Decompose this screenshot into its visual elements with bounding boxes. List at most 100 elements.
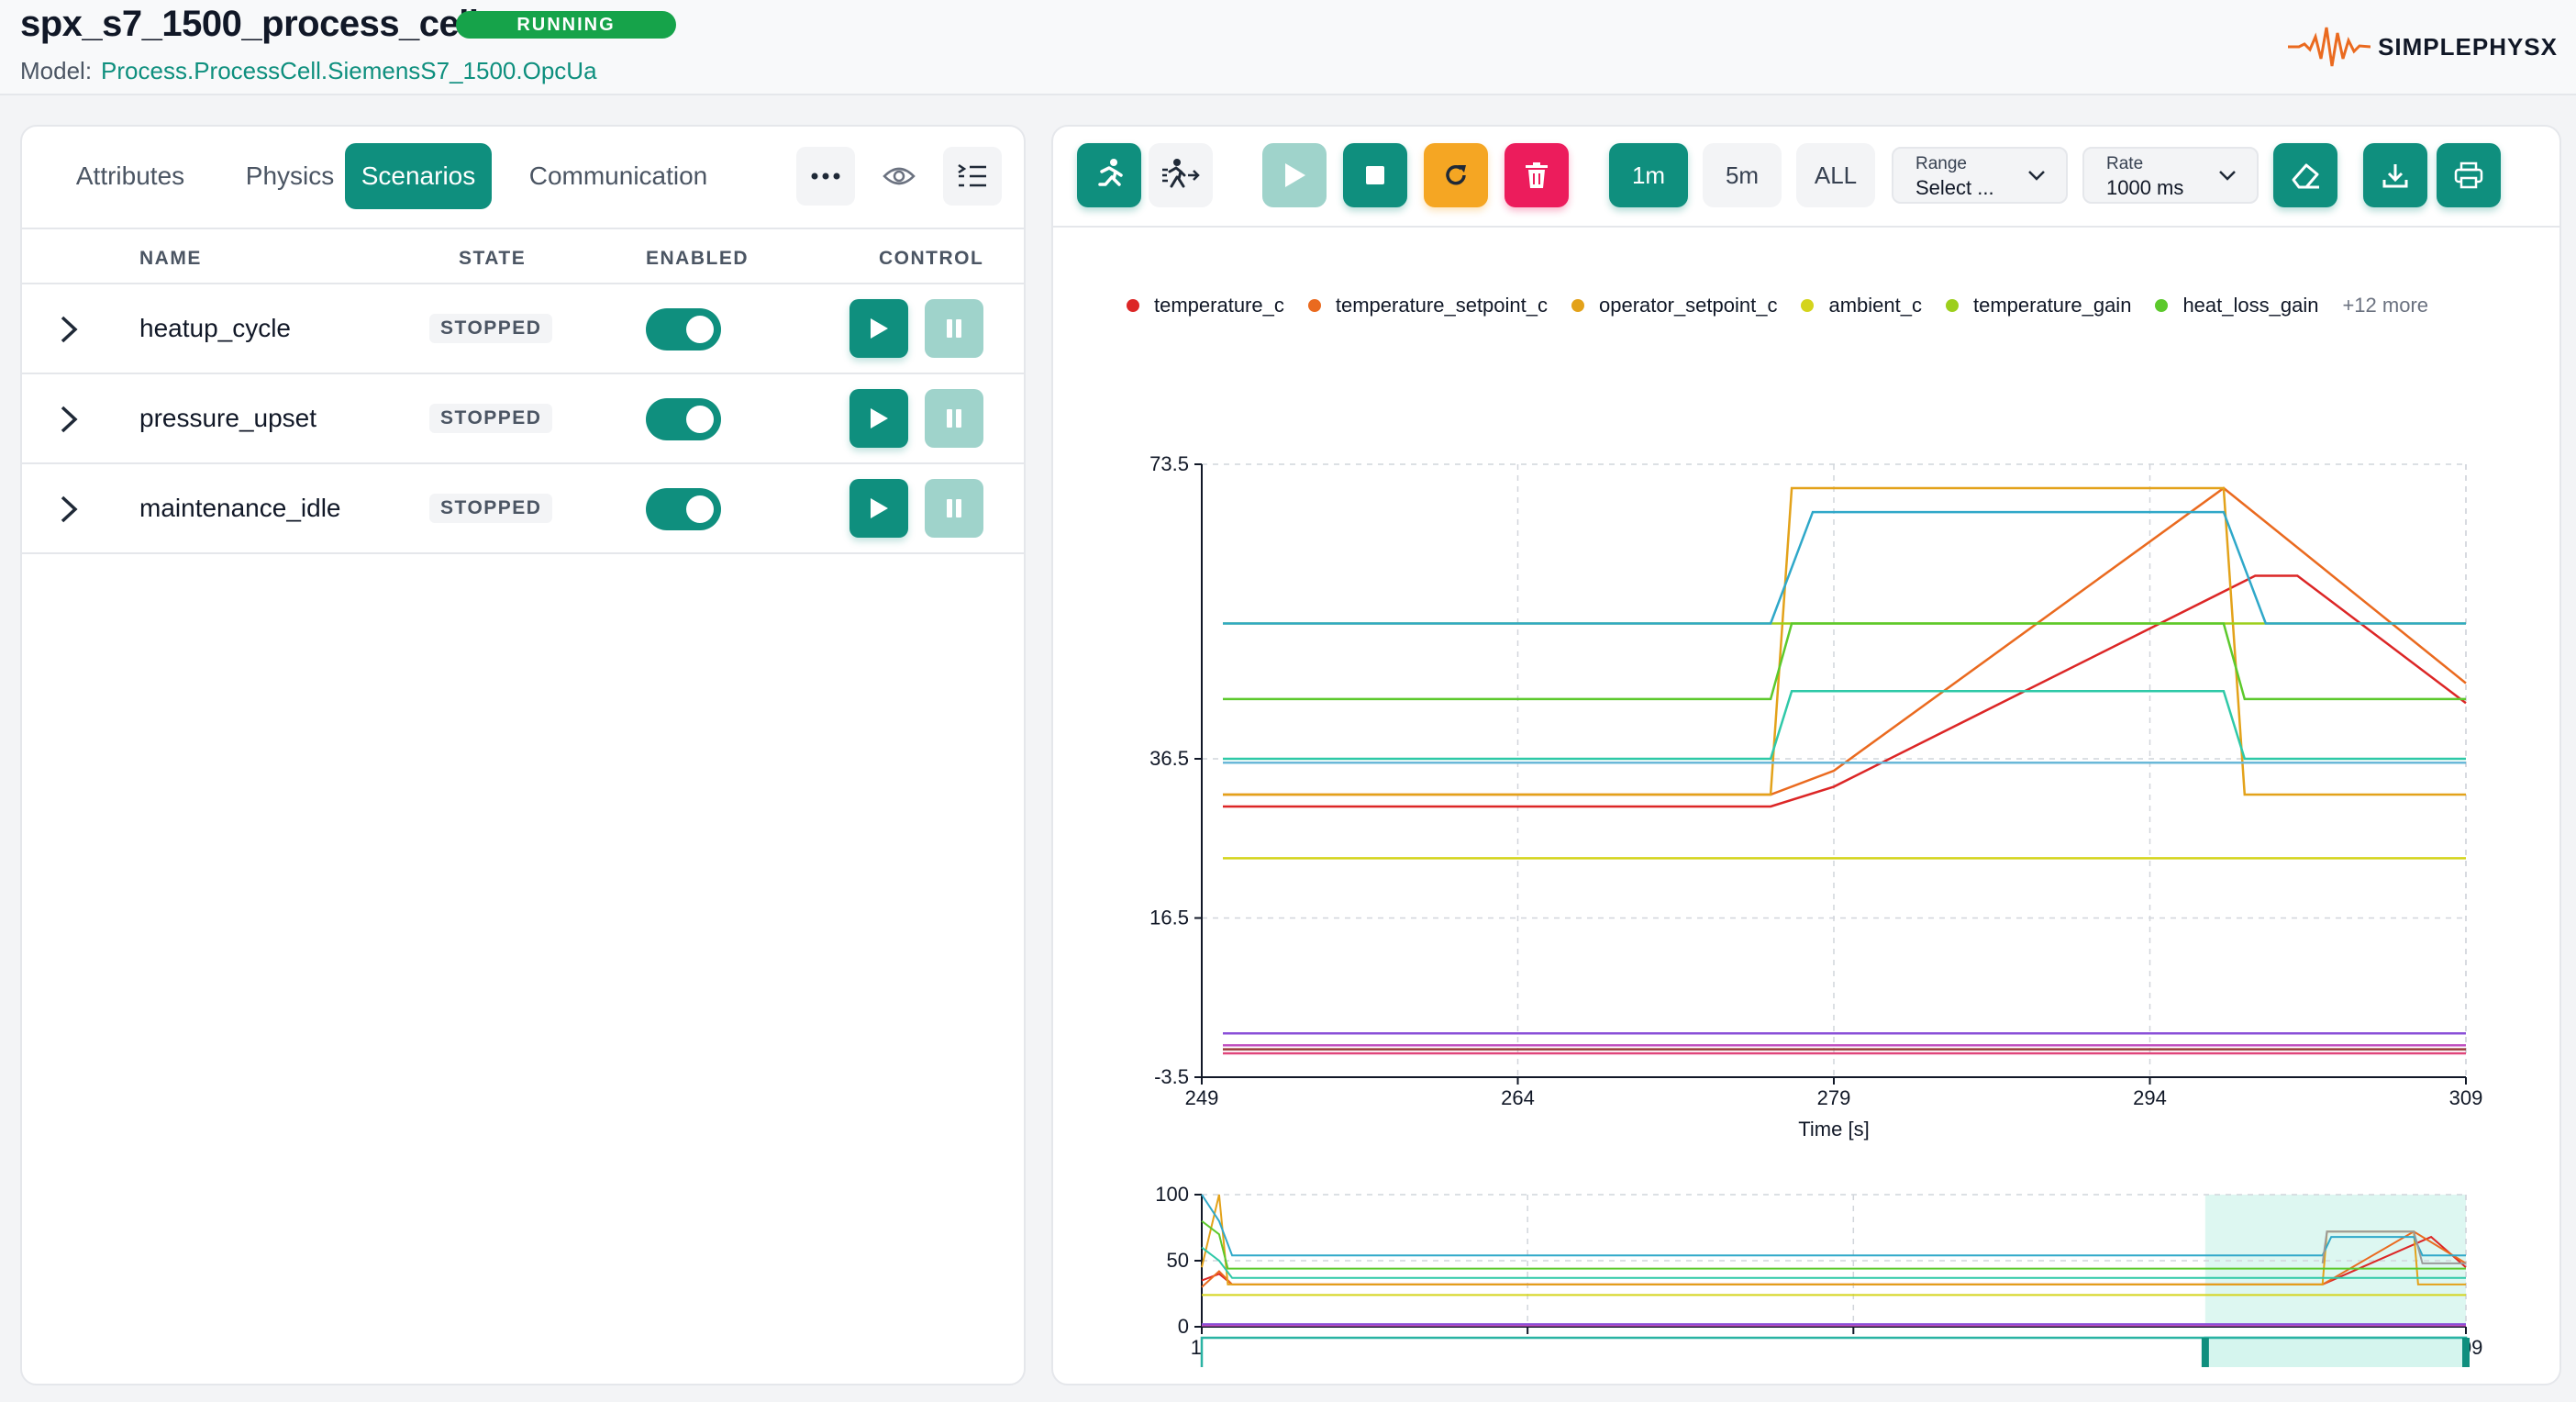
- y-tick-label: 50: [1167, 1249, 1189, 1272]
- waveform-icon: [2288, 27, 2371, 67]
- legend-item[interactable]: operator_setpoint_c: [1571, 294, 1777, 317]
- pause-icon: [947, 319, 961, 338]
- col-state: STATE: [459, 248, 527, 269]
- range-select[interactable]: Range Select ...: [1892, 147, 2068, 204]
- chevron-right-icon[interactable]: [55, 494, 83, 525]
- page-title: spx_s7_1500_process_cell: [20, 4, 479, 44]
- chevron-right-icon[interactable]: [55, 404, 83, 435]
- state-badge: STOPPED: [429, 494, 553, 523]
- state-badge: STOPPED: [429, 314, 553, 343]
- walking-person-icon: [1162, 159, 1200, 188]
- window-all-button[interactable]: ALL: [1796, 143, 1875, 207]
- legend-dot: [1801, 299, 1815, 312]
- list-view-button[interactable]: [943, 147, 1002, 206]
- tab-communication[interactable]: Communication: [528, 161, 708, 190]
- realtime-mode-button[interactable]: [1077, 143, 1141, 207]
- series-line-heat_loss_gain: [1223, 622, 2466, 701]
- legend-dot: [1945, 299, 1959, 312]
- range-scrollbar[interactable]: [1200, 1336, 2470, 1367]
- pause-button[interactable]: [925, 389, 983, 448]
- tab-physics[interactable]: Physics: [245, 161, 335, 190]
- pause-button[interactable]: [925, 479, 983, 538]
- main-chart[interactable]: 249 264 279 294 309 73.5 36.5 16.5 -3.5 Time [s]: [1053, 338, 2563, 1163]
- legend-dot: [1307, 299, 1321, 312]
- series-line-temperature_c: [1223, 574, 2467, 808]
- eraser-icon: [2292, 163, 2319, 189]
- range-label: Range: [1915, 154, 1967, 173]
- chevron-down-icon: [2028, 171, 2045, 181]
- brush-handle-right[interactable]: [2462, 1338, 2470, 1367]
- eye-icon: [883, 167, 916, 185]
- legend-dot: [1571, 299, 1584, 312]
- chart-legend: temperature_c temperature_setpoint_c ope…: [1127, 294, 2428, 317]
- delete-button[interactable]: [1505, 143, 1569, 207]
- table-row: pressure_upset STOPPED: [22, 374, 1024, 464]
- chevron-down-icon: [2219, 171, 2236, 181]
- chart-stop-button[interactable]: [1343, 143, 1407, 207]
- legend-label: temperature_setpoint_c: [1335, 294, 1548, 317]
- window-5m-button[interactable]: 5m: [1703, 143, 1782, 207]
- y-tick-label: -3.5: [1154, 1065, 1189, 1088]
- series-line: [1201, 1194, 2466, 1257]
- legend-item[interactable]: ambient_c: [1801, 294, 1922, 317]
- pause-button[interactable]: [925, 299, 983, 358]
- download-button[interactable]: [2363, 143, 2427, 207]
- running-person-icon: [1098, 159, 1123, 186]
- legend-label: heat_loss_gain: [2182, 294, 2319, 317]
- range-value: Select ...: [1915, 176, 1994, 199]
- enabled-toggle[interactable]: [646, 488, 721, 530]
- model-link[interactable]: Process.ProcessCell.SiemensS7_1500.OpcUa: [101, 57, 597, 84]
- scenario-name: heatup_cycle: [139, 314, 292, 342]
- refresh-icon: [1446, 164, 1466, 185]
- visibility-button[interactable]: [870, 147, 928, 206]
- x-tick-label: 309: [2449, 1086, 2483, 1109]
- chart-toolbar: [1053, 127, 2559, 228]
- play-button[interactable]: [849, 299, 908, 358]
- legend-label: temperature_gain: [1972, 294, 2132, 317]
- window-1m-button[interactable]: 1m: [1609, 143, 1688, 207]
- rate-select[interactable]: Rate 1000 ms: [2082, 147, 2259, 204]
- series-line-temperature_setpoint_c: [1223, 486, 2467, 796]
- more-horizontal-icon: [811, 172, 840, 180]
- overview-chart[interactable]: 1893168309100500: [1053, 1055, 2563, 1367]
- print-button[interactable]: [2437, 143, 2501, 207]
- table-header: NAME STATE ENABLED CONTROL: [22, 229, 1024, 284]
- chevron-right-icon[interactable]: [55, 314, 83, 345]
- scenario-name: maintenance_idle: [139, 494, 341, 522]
- legend-label: ambient_c: [1828, 294, 1922, 317]
- table-row: heatup_cycle STOPPED: [22, 284, 1024, 374]
- play-icon: [871, 408, 888, 428]
- legend-label: temperature_c: [1154, 294, 1284, 317]
- x-axis-label: Time [s]: [1798, 1118, 1869, 1141]
- col-control: CONTROL: [879, 248, 984, 269]
- legend-item[interactable]: temperature_c: [1127, 294, 1284, 317]
- reset-button[interactable]: [1424, 143, 1488, 207]
- rate-value: 1000 ms: [2106, 176, 2184, 199]
- brush-handle-left[interactable]: [2201, 1338, 2209, 1367]
- chart-play-button[interactable]: [1262, 143, 1327, 207]
- rate-label: Rate: [2106, 154, 2144, 173]
- scrollbar-thumb[interactable]: [2204, 1336, 2468, 1367]
- tab-scenarios[interactable]: Scenarios: [345, 143, 492, 209]
- series-line: [1223, 510, 2466, 625]
- enabled-toggle[interactable]: [646, 308, 721, 350]
- tab-bar: Attributes Physics Scenarios Communicati…: [22, 127, 1024, 229]
- series-line: [1201, 1220, 2466, 1270]
- logo: SIMPLEPHYSX: [2288, 24, 2558, 70]
- status-badge: RUNNING: [456, 11, 676, 39]
- play-icon: [871, 318, 888, 339]
- enabled-toggle[interactable]: [646, 398, 721, 440]
- x-tick-label: 264: [1501, 1086, 1535, 1109]
- x-tick-label: 249: [1185, 1086, 1219, 1109]
- logo-text: SIMPLEPHYSX: [2378, 32, 2558, 61]
- legend-item[interactable]: temperature_gain: [1945, 294, 2132, 317]
- legend-more[interactable]: +12 more: [2342, 294, 2429, 317]
- more-options-button[interactable]: [796, 147, 855, 206]
- play-button[interactable]: [849, 479, 908, 538]
- play-button[interactable]: [849, 389, 908, 448]
- legend-item[interactable]: heat_loss_gain: [2155, 294, 2318, 317]
- clear-button[interactable]: [2273, 143, 2337, 207]
- step-mode-button[interactable]: [1149, 143, 1213, 207]
- tab-attributes[interactable]: Attributes: [75, 161, 185, 190]
- legend-item[interactable]: temperature_setpoint_c: [1307, 294, 1548, 317]
